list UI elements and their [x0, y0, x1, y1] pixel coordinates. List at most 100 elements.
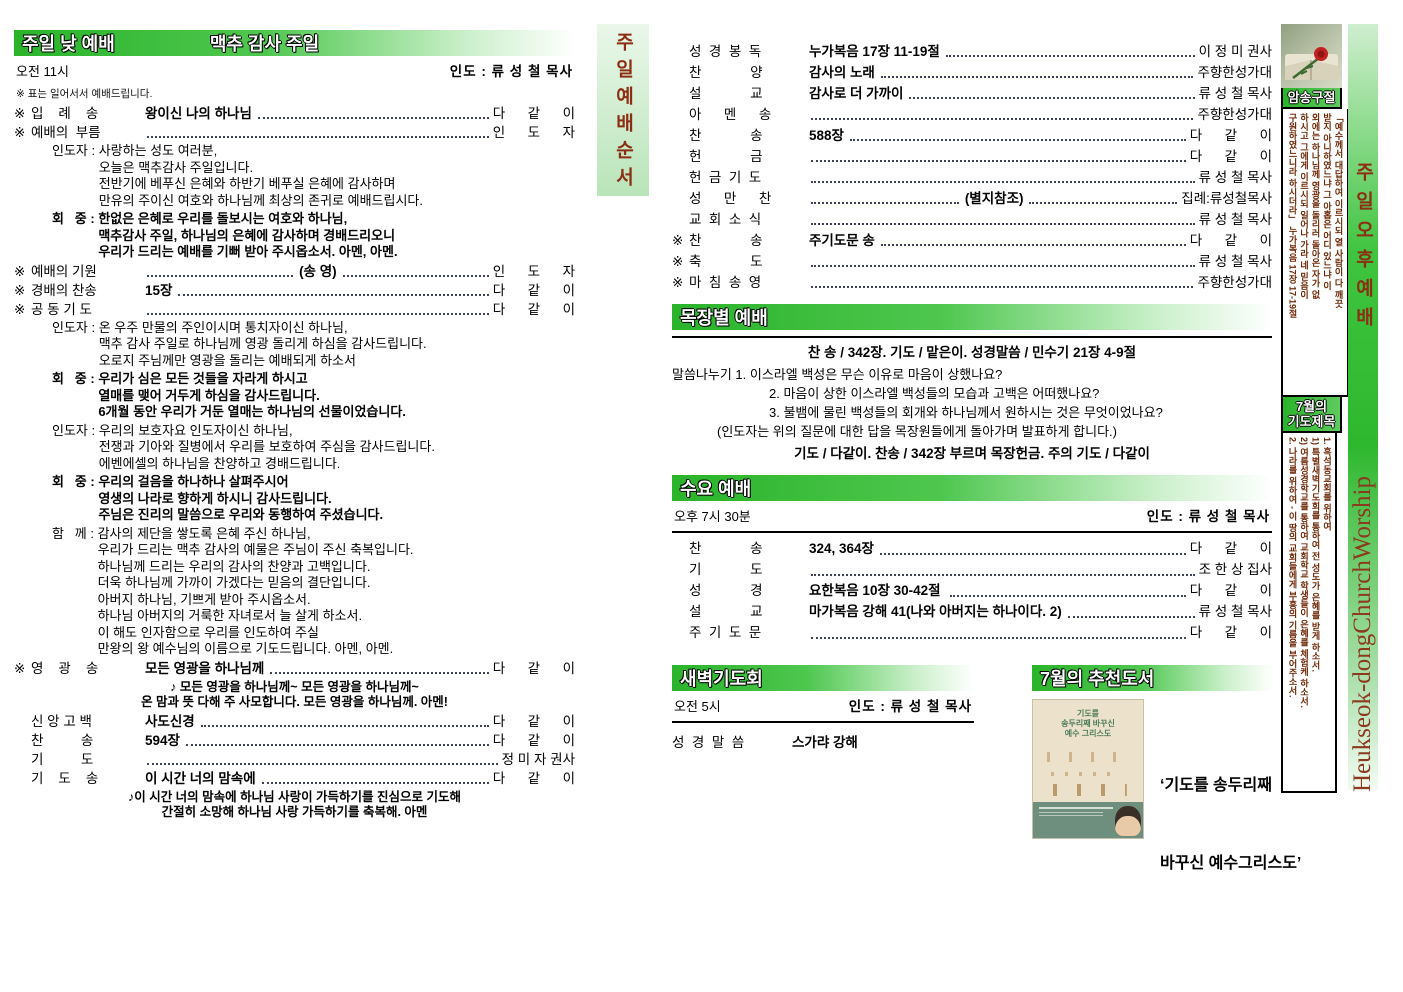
service-song-title: 왕이신 나의 하나님 [145, 106, 252, 121]
standing-mark: ※ [14, 301, 26, 317]
standing-note: ※ 표는 일어서서 예배드립니다. [16, 88, 153, 100]
reading-line: 감사의 제단을 쌓도록 은혜 주신 하나님, [97, 525, 311, 541]
service-person: 다 같 이 [492, 660, 575, 676]
service-label: 찬 송 [689, 541, 763, 556]
service-person: 다 같 이 [1189, 127, 1272, 143]
dotted-leader [261, 781, 489, 784]
responsive-reading: 인도자 : 온 우주 만물의 주인이시며 통치자이신 하나님, 맥추 감사 주일로… [52, 320, 575, 370]
service-label: 기 도 [31, 751, 94, 767]
reading-line: 6개월 동안 우리가 거둔 열매는 하나님의 선물이었습니다. [98, 404, 406, 419]
section-header-sunday-worship: 주일 낮 예배 맥추 감사 주일 [14, 30, 575, 56]
service-row: ※ 예배의 부름 인 도 자 [14, 124, 575, 142]
recommended-book-section: 7월의 추천도서 기도를 송두리째 바꾸신 예수 그리스도 ‘기도를 송두리째 … [1032, 664, 1301, 992]
section-title: 7월의 추천도서 [1040, 668, 1155, 689]
service-person: 다 같 이 [1189, 148, 1272, 164]
reading-line: 우리가 심은 모든 것들을 자라게 하시고 [98, 371, 308, 386]
standing-mark [672, 560, 689, 580]
reading-speaker: 회 중 : [52, 371, 99, 386]
responsive-reading: 인도자 : 우리의 보호자요 인도자이신 하나님, 전쟁과 기아와 질병에서 우리… [52, 423, 575, 473]
reading-line: 맥추 감사 주일로 하나님께 영광 돌리게 하심을 감사드립니다. [98, 336, 427, 351]
standing-mark [672, 147, 689, 167]
service-person: 주향한성가대 [1197, 274, 1272, 290]
service-person: 집례:류성철목사 [1181, 190, 1272, 206]
dotted-leader [200, 724, 489, 727]
reading-line: 하나님 아버지의 거룩한 자녀로서 늘 살게 하소서. [97, 608, 363, 623]
reading-line: 우리가 드리는 맥추 감사의 예물은 주님이 주신 축복입니다. [97, 542, 414, 557]
service-row: 성 경 요한복음 10장 30-42절 다 같 이 [672, 581, 1272, 601]
service-person: 다 같 이 [492, 301, 575, 317]
service-row: 기 도 조 한 상 집사 [672, 560, 1272, 580]
service-label: 성 경 [689, 583, 763, 598]
section-header-cell-worship: 목장별 예배 [672, 304, 1272, 330]
dawn-prayer-section: 새벽기도회 오전 5시 인도 : 류 성 철 목사 성 경 말 씀 스가랴 강해 [672, 664, 974, 992]
service-row: 찬 송 588장 다 같 이 [672, 126, 1272, 146]
service-song-title: 이 시간 너의 맘속에 [145, 770, 256, 786]
service-leader: 인도 : 류 성 철 목사 [1146, 509, 1270, 524]
service-person: 조 한 상 집사 [1198, 562, 1272, 577]
rose-icon [1285, 47, 1338, 80]
service-label: 입 례 송 [31, 106, 99, 121]
standing-mark: ※ [672, 232, 684, 248]
memory-verse-strip: 암송구절 「예수께서 대답하여 이르시되 열 사람이 다 깨끗 받지 아니하였느… [1281, 24, 1349, 793]
afternoon-worship-strip: 주일오후예배 Heukseok-dongChurchWorship [1348, 24, 1378, 792]
service-row: 교 회 소 식 류 성 철 목사 [672, 210, 1272, 230]
reading-line: 전쟁과 기아와 질병에서 우리를 보호하여 주심을 감사드립니다. [98, 439, 435, 454]
reading-line: 맥추감사 주일, 하나님의 은혜에 감사하며 경배드리오니 [98, 227, 396, 243]
standing-mark [672, 581, 689, 601]
service-row: ※ 경배의 찬송 15장 다 같 이 [14, 282, 575, 300]
service-label: 기 도 송 [31, 770, 99, 786]
service-meta: 오전 5시 인도 : 류 성 철 목사 [672, 691, 974, 715]
service-person: 류 성 철 목사 [1198, 85, 1272, 101]
reading-line: 아버지 하나님, 기쁘게 받아 주시옵소서. [97, 591, 311, 607]
reading-speaker: 인도자 : [52, 422, 99, 438]
service-song-title: 감사의 노래 [809, 64, 875, 80]
reading-speaker: 회 중 : [52, 211, 99, 226]
section-header-dawn: 새벽기도회 [672, 664, 974, 691]
service-label: 설 교 [689, 85, 763, 101]
responsive-reading: 회 중 : 우리의 걸음을 하나하나 살펴주시어 영생의 나라로 향하게 하시니 … [52, 474, 575, 524]
responsive-reading: 인도자 : 사랑하는 성도 여러분, 오늘은 맥추감사 주일입니다. 전반기에 베푸… [52, 143, 575, 209]
book-cover-title: 기도를 송두리째 바꾸신 예수 그리스도 [1061, 708, 1115, 738]
section-header-book: 7월의 추천도서 [1032, 664, 1272, 691]
service-person: 다 같 이 [1189, 232, 1272, 248]
reading-lines: 온 우주 만물의 주인이시며 통치자이신 하나님, 맥추 감사 주일로 하나님께 … [99, 320, 427, 370]
book-cover-image: 기도를 송두리째 바꾸신 예수 그리스도 [1032, 698, 1144, 839]
service-row: 성 경 봉 독 누가복음 17장 11-19절 이 정 미 권사 [672, 42, 1272, 62]
dotted-leader [811, 181, 1195, 183]
service-label: 주 기 도 문 [689, 625, 762, 640]
service-label: 헌 금 기 도 [689, 169, 762, 185]
dotted-leader [270, 671, 489, 674]
dotted-leader [880, 244, 1186, 246]
dotted-leader [811, 223, 1195, 225]
standing-mark: ※ [14, 106, 26, 121]
dotted-leader [811, 286, 1194, 288]
prayer-topics-header: 7월의 기도제목 [1281, 395, 1342, 433]
book-cover-motifs [1047, 751, 1129, 800]
reading-line: 한없은 은혜로 우리를 돌보시는 여호와 하나님, [98, 211, 348, 226]
service-label: 성 만 찬 [689, 190, 772, 206]
wednesday-worship-section: 수요 예배 오후 7시 30분 인도 : 류 성 철 목사 찬 송 324, 36… [672, 475, 1272, 643]
book-author: 박리부가 지음 규장 [1160, 959, 1301, 992]
standing-mark [14, 713, 31, 731]
dotted-leader [880, 76, 1194, 78]
section-title: 수요 예배 [680, 479, 752, 499]
service-row: 아 멘 송 주향한성가대 [672, 105, 1272, 125]
service-person: 인 도 자 [492, 125, 575, 140]
reading-line: 오로지 주님께만 영광을 돌리는 예배되게 하소서 [98, 352, 356, 368]
reading-line: 온 우주 만물의 주인이시며 통치자이신 하나님, [98, 319, 348, 335]
cell-group-worship-section: 목장별 예배 찬 송 / 342장. 기도 / 맡은이. 성경말씀 / 민수기 … [672, 304, 1272, 463]
service-label: 예배의 부름 [31, 125, 101, 140]
standing-mark [672, 126, 689, 146]
song-lyrics-note: ♪이 시간 너의 맘속에 하나님 사랑이 가득하기를 진심으로 기도해 간절히 소… [14, 790, 575, 820]
prayer-topics-text: 1. 흑석동교회를 위하여 1) 특별새벽기도회를 통하여 전 성도가 은혜를 … [1281, 433, 1337, 793]
service-label: 예배의 기원 [31, 263, 97, 279]
section-subtitle: 맥추 감사 주일 [209, 34, 320, 54]
service-time: 오전 5시 [674, 698, 721, 714]
service-person: 류 성 철 목사 [1198, 604, 1272, 619]
church-name-english: Heukseok-dongChurchWorship [1349, 476, 1376, 792]
standing-mark: ※ [14, 282, 26, 298]
